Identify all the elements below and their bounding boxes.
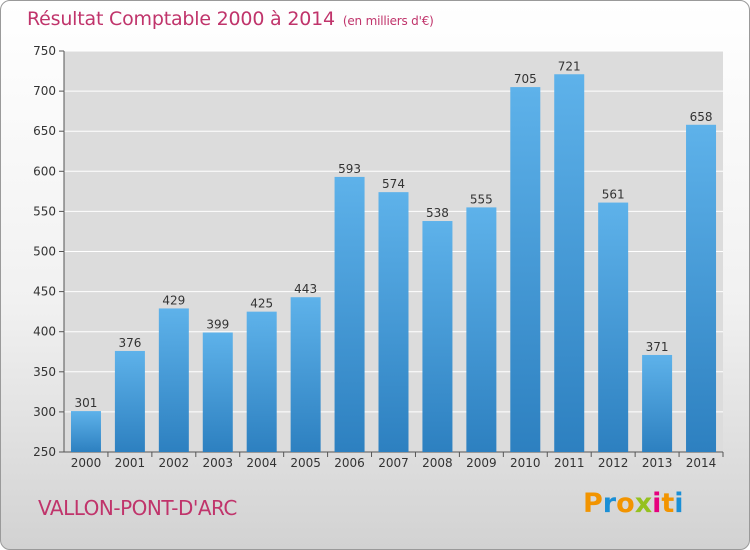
data-label: 443	[294, 282, 317, 296]
bar	[554, 74, 585, 453]
logo-letter: o	[616, 488, 635, 519]
x-tick-label: 2008	[422, 456, 453, 470]
logo-letter: i	[652, 488, 662, 519]
chart-title: Résultat Comptable 2000 à 2014 (en millie…	[27, 8, 434, 30]
data-label: 301	[75, 396, 98, 410]
bar	[70, 411, 101, 452]
x-tick-label: 2005	[290, 456, 321, 470]
commune-name: VALLON-PONT-D'ARC	[38, 496, 237, 520]
bar	[334, 176, 365, 452]
bar	[290, 297, 321, 452]
data-label: 399	[206, 318, 229, 332]
x-tick-label: 2007	[378, 456, 409, 470]
y-tick-label: 400	[33, 325, 56, 339]
y-tick-label: 550	[33, 204, 56, 218]
y-tick-label: 600	[33, 164, 56, 178]
x-tick-label: 2009	[466, 456, 497, 470]
logo-letter: x	[634, 488, 653, 519]
x-tick-label: 2002	[159, 456, 190, 470]
logo-letter: i	[674, 488, 684, 519]
data-label: 721	[558, 59, 581, 73]
bar	[642, 354, 673, 452]
data-label: 425	[250, 297, 273, 311]
bar	[202, 332, 233, 452]
y-tick-label: 250	[33, 445, 56, 459]
bar	[686, 124, 717, 452]
bar	[466, 207, 497, 452]
bar	[598, 202, 629, 452]
bar	[378, 192, 409, 453]
logo-letter: t	[661, 488, 675, 519]
bar	[114, 350, 145, 452]
data-label: 371	[646, 340, 669, 354]
bar	[246, 311, 277, 452]
data-label: 376	[118, 336, 141, 350]
data-label: 561	[602, 188, 625, 202]
x-tick-label: 2001	[115, 456, 146, 470]
data-label: 538	[426, 206, 449, 220]
data-label: 555	[470, 192, 493, 206]
y-tick-label: 700	[33, 84, 56, 98]
x-tick-label: 2004	[246, 456, 277, 470]
logo-letter: r	[602, 488, 617, 519]
bar	[158, 308, 189, 452]
y-tick-label: 500	[33, 245, 56, 259]
data-label: 705	[514, 72, 537, 86]
chart-title-text: Résultat Comptable 2000 à 2014	[27, 8, 335, 30]
data-label: 574	[382, 177, 405, 191]
data-label: 593	[338, 162, 361, 176]
y-tick-label: 650	[33, 124, 56, 138]
x-tick-label: 2010	[510, 456, 541, 470]
logo-letter: P	[583, 488, 603, 519]
x-tick-label: 2006	[334, 456, 365, 470]
proxiti-logo: Proxiti	[583, 488, 684, 519]
x-tick-label: 2014	[686, 456, 717, 470]
x-tick-label: 2003	[202, 456, 233, 470]
y-tick-label: 300	[33, 405, 56, 419]
data-label: 658	[690, 110, 713, 124]
bar	[510, 87, 541, 452]
data-label: 429	[162, 293, 185, 307]
y-tick-label: 450	[33, 285, 56, 299]
chart-unit: (en milliers d'€)	[342, 14, 434, 28]
x-tick-label: 2012	[598, 456, 629, 470]
x-tick-label: 2011	[554, 456, 585, 470]
x-tick-label: 2000	[71, 456, 102, 470]
y-tick-label: 750	[33, 44, 56, 58]
bar	[422, 221, 453, 452]
x-tick-label: 2013	[642, 456, 673, 470]
y-tick-label: 350	[33, 365, 56, 379]
